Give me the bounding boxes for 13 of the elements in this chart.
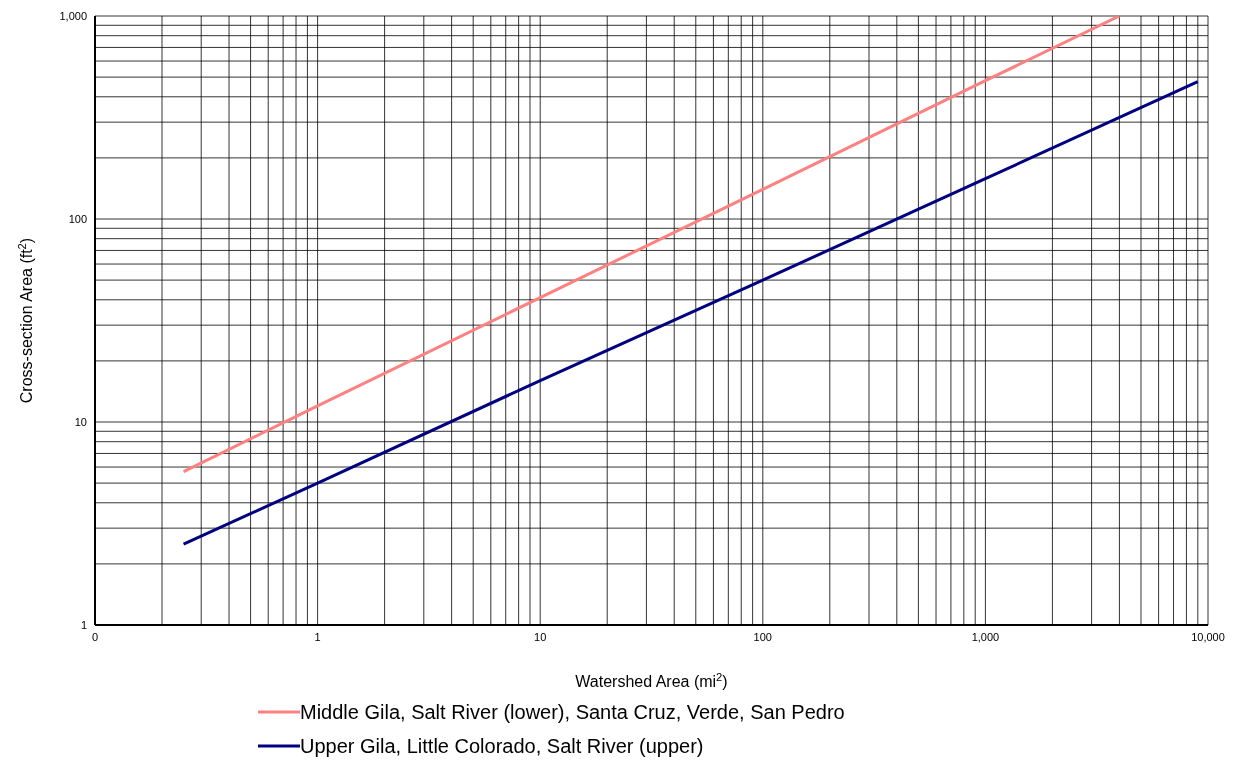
x-axis-title: Watershed Area (mi$^{2}$)	[575, 671, 728, 690]
x-tick-label: 100	[753, 630, 772, 643]
y-tick-label: 100	[68, 212, 87, 225]
x-tick-label: 10,000	[1191, 630, 1225, 643]
y-tick-label: 1	[80, 618, 87, 631]
x-tick-label: 1	[314, 630, 321, 643]
legend-label: Upper Gila, Little Colorado, Salt River (upper)	[300, 734, 704, 758]
legend-label: Middle Gila, Salt River (lower), Santa Cruz, Verde, San Pedro	[300, 700, 845, 724]
x-tick-label: 10	[534, 630, 547, 643]
x-tick-label: 1,000	[971, 630, 1000, 643]
y-tick-label: 10	[74, 415, 87, 428]
y-tick-label: 1,000	[59, 9, 87, 22]
x-tick-label: 0	[91, 630, 99, 643]
